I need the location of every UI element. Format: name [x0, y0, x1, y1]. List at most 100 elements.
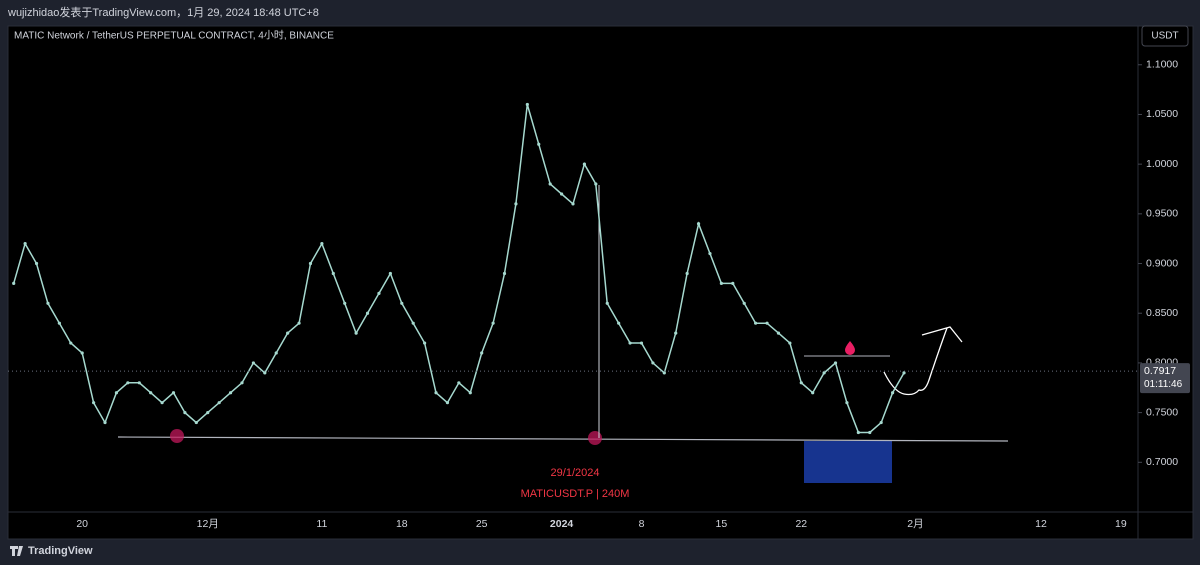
price-point — [331, 271, 335, 276]
x-tick-label: 2月 — [907, 518, 923, 530]
y-tick-label: 0.9500 — [1146, 208, 1178, 220]
y-tick-label: 0.7500 — [1146, 406, 1178, 418]
price-point — [674, 331, 678, 335]
annotation-symbol: MATICUSDT.P | 240M — [521, 488, 630, 500]
y-tick-label: 0.8500 — [1146, 307, 1178, 319]
price-point — [662, 371, 666, 375]
price-point — [890, 391, 895, 395]
projection-path — [883, 327, 948, 396]
price-point — [354, 331, 358, 335]
y-tick-label: 0.7000 — [1146, 456, 1178, 468]
price-point — [114, 391, 119, 395]
chart-title: MATIC Network / TetherUS PERPETUAL CONTR… — [14, 30, 334, 42]
price-point — [696, 222, 701, 226]
brand-logo — [10, 546, 23, 556]
price-point — [582, 162, 587, 166]
price-point — [457, 381, 461, 385]
price-point — [445, 401, 450, 405]
low-marker — [170, 429, 184, 443]
price-point — [286, 331, 290, 335]
x-tick-label: 25 — [476, 518, 488, 530]
price-point — [171, 391, 176, 395]
price-point — [149, 391, 153, 395]
projection-arrow — [921, 326, 963, 343]
price-point — [571, 202, 575, 206]
price-point — [365, 311, 370, 315]
price-point — [559, 192, 564, 196]
price-point — [137, 381, 141, 385]
currency[interactable]: USDT — [1151, 31, 1178, 42]
price-point — [468, 391, 472, 395]
price-point — [12, 281, 16, 286]
price-point — [754, 321, 758, 325]
currency-box[interactable] — [1141, 25, 1189, 47]
price-point — [594, 182, 598, 186]
price-point — [868, 430, 872, 435]
price-point — [263, 371, 267, 375]
y-tick-label: 1.1000 — [1146, 59, 1178, 71]
demand-zone — [804, 441, 892, 483]
x-tick-label: 11 — [316, 518, 327, 530]
price-point — [514, 202, 518, 206]
price-point — [206, 411, 210, 415]
x-tick-label: 12月 — [197, 518, 219, 530]
price-point — [502, 271, 507, 276]
price-point — [765, 321, 769, 325]
chart-panel — [7, 25, 1194, 540]
price-point — [69, 341, 73, 345]
price-point — [217, 401, 221, 405]
y-tick-label: 1.0500 — [1146, 108, 1178, 120]
price-point — [856, 430, 860, 435]
price-point — [160, 401, 164, 405]
price-point — [799, 381, 803, 385]
price-point — [719, 281, 723, 286]
price-point — [126, 381, 130, 385]
countdown: 01:11:46 — [1144, 379, 1183, 390]
price-point — [274, 351, 278, 355]
price-point — [388, 271, 392, 276]
price-point — [902, 371, 906, 375]
brand: TradingView — [28, 545, 93, 557]
price-point — [377, 291, 381, 295]
price-point — [776, 331, 781, 335]
price-point — [92, 401, 96, 405]
price-point — [833, 361, 838, 365]
price-point — [34, 261, 39, 266]
y-tick-label: 0.9000 — [1146, 257, 1178, 269]
price-point — [628, 341, 632, 345]
x-tick-label: 20 — [76, 518, 88, 530]
price-point — [57, 321, 61, 325]
price-point — [297, 321, 301, 325]
x-tick-label: 18 — [396, 518, 408, 530]
x-tick-label: 15 — [716, 518, 728, 530]
price-point — [320, 242, 324, 246]
price-point — [708, 251, 712, 256]
price-point — [788, 341, 792, 345]
price-point — [194, 420, 198, 425]
price-point — [308, 261, 313, 266]
x-tick-label: 8 — [639, 518, 645, 530]
y-tick-label: 1.0000 — [1146, 158, 1178, 170]
price-point — [423, 341, 427, 345]
price-point — [46, 301, 50, 305]
price-point — [605, 301, 609, 305]
x-tick-label: 22 — [795, 518, 807, 530]
price-point — [731, 281, 735, 286]
price-point — [639, 341, 644, 345]
price-point — [651, 361, 655, 365]
price-point — [103, 420, 107, 425]
price-point — [80, 351, 84, 355]
low-marker — [588, 431, 602, 445]
price-point — [240, 381, 244, 385]
price-point — [183, 411, 187, 415]
price-point — [537, 142, 541, 146]
price-point — [617, 321, 621, 325]
price-point — [525, 102, 529, 107]
price-point — [23, 242, 27, 246]
last-price: 0.7917 — [1144, 365, 1176, 377]
price-point — [228, 391, 233, 395]
price-point — [343, 301, 347, 305]
price-point — [845, 401, 849, 405]
drop-icon — [845, 341, 855, 355]
